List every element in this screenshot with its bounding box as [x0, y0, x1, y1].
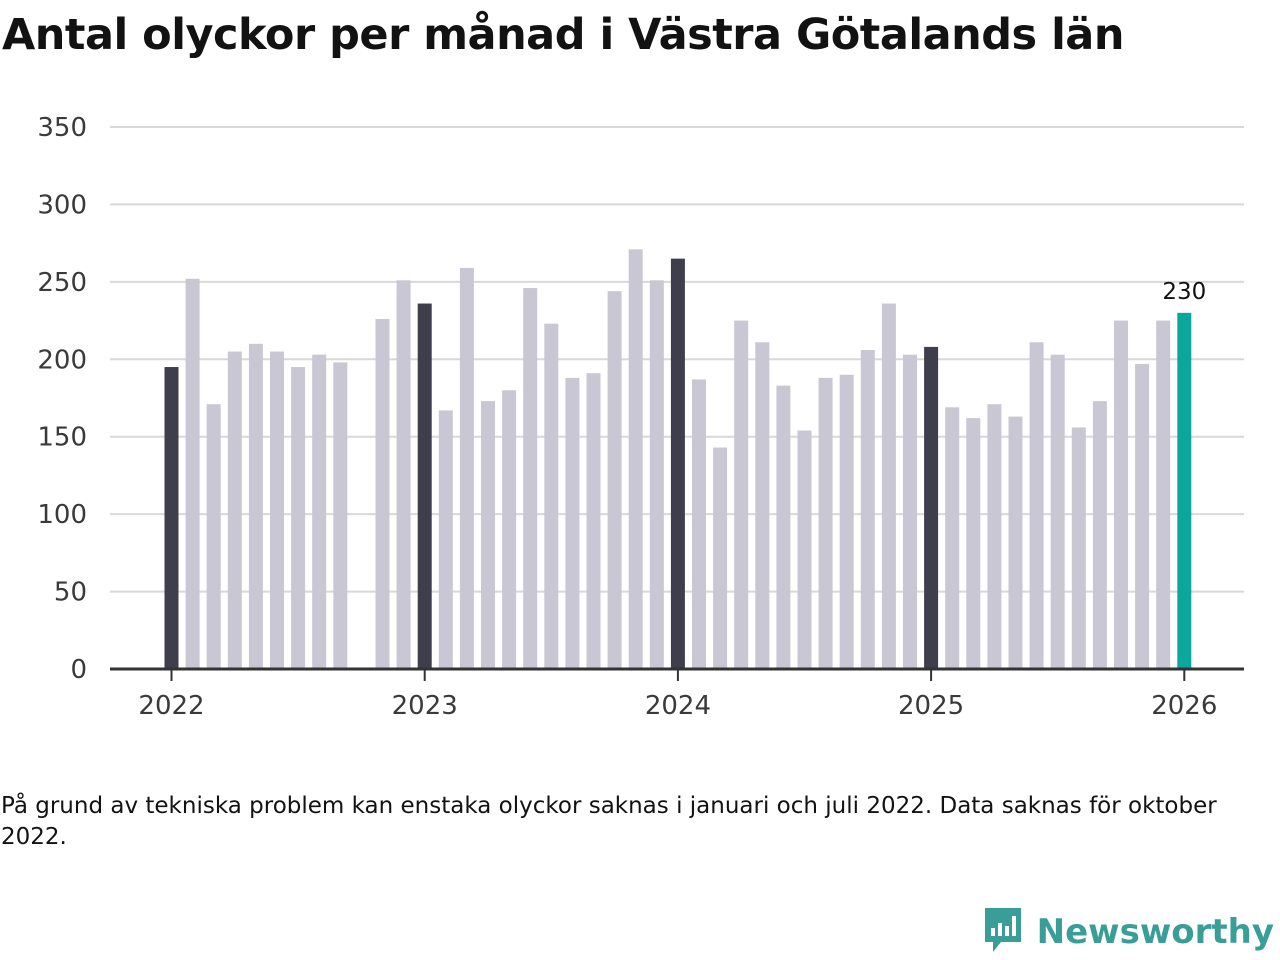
- bar: [649, 280, 664, 669]
- y-tick-label: 150: [37, 423, 87, 453]
- bar: [396, 280, 411, 669]
- x-axis: [110, 667, 1244, 681]
- bar: [1177, 312, 1192, 669]
- y-tick-label: 250: [37, 268, 87, 298]
- bar: [670, 258, 685, 669]
- y-axis-labels: 0 50 100 150 200 250 300 350: [37, 113, 87, 685]
- x-tick-label: 2026: [1151, 691, 1217, 721]
- bar: [839, 374, 854, 669]
- bar: [1156, 320, 1171, 669]
- bar: [1135, 363, 1150, 669]
- y-tick-label: 0: [70, 655, 87, 685]
- x-tick-label: 2023: [392, 691, 458, 721]
- bar: [903, 354, 917, 669]
- bar: [333, 362, 348, 669]
- newsworthy-logo-icon: [983, 906, 1023, 958]
- bar: [1050, 354, 1065, 669]
- bar: [206, 404, 221, 669]
- bar: [164, 367, 179, 669]
- y-tick-label: 100: [37, 500, 87, 530]
- bar: [607, 291, 622, 669]
- bar: [1029, 342, 1044, 669]
- bar: [586, 373, 601, 669]
- bar: [544, 323, 559, 669]
- bar: [945, 407, 960, 669]
- x-tick-label: 2025: [898, 691, 964, 721]
- bar: [628, 249, 643, 669]
- bar: [481, 401, 495, 669]
- bar: [1092, 401, 1107, 669]
- bars: [164, 249, 1192, 669]
- bar: [797, 430, 812, 669]
- bar: [1008, 416, 1023, 669]
- x-tick-label: 2022: [138, 691, 204, 721]
- bar: [438, 410, 453, 669]
- brand: Newsworthy: [983, 906, 1274, 958]
- y-tick-label: 350: [37, 113, 87, 143]
- bar: [227, 351, 242, 669]
- bar: [1114, 320, 1128, 669]
- latest-value-label: 230: [1162, 279, 1206, 305]
- bar: [692, 379, 706, 669]
- annotations: 230: [1162, 279, 1206, 305]
- bar: [459, 267, 474, 669]
- bar: [966, 418, 981, 669]
- brand-name: Newsworthy: [1036, 912, 1274, 952]
- bar: [713, 447, 728, 669]
- bar: [734, 320, 749, 669]
- bar: [860, 349, 875, 669]
- x-tick-label: 2024: [645, 691, 711, 721]
- chart-title: Antal olyckor per månad i Västra Götalan…: [2, 10, 1124, 60]
- bar: [291, 367, 306, 669]
- footnote: På grund av tekniska problem kan enstaka…: [1, 793, 1217, 850]
- bar: [523, 288, 538, 669]
- bar: [924, 346, 939, 669]
- bar: [565, 377, 580, 669]
- bar: [818, 377, 833, 669]
- y-tick-label: 50: [54, 578, 87, 608]
- bar: [270, 351, 284, 669]
- y-tick-label: 200: [37, 345, 87, 375]
- bar: [375, 319, 390, 669]
- bar: [776, 385, 791, 669]
- bar: [185, 278, 200, 669]
- y-tick-label: 300: [37, 190, 87, 220]
- bar: [312, 354, 327, 669]
- bar: [417, 303, 432, 669]
- bar: [502, 390, 517, 669]
- x-axis-labels: 2022 2023 2024 2025 2026: [138, 691, 1217, 721]
- bar: [755, 342, 770, 669]
- bar: [987, 404, 1002, 669]
- bar: [881, 303, 896, 669]
- bar: [1071, 427, 1086, 669]
- bar: [248, 343, 263, 669]
